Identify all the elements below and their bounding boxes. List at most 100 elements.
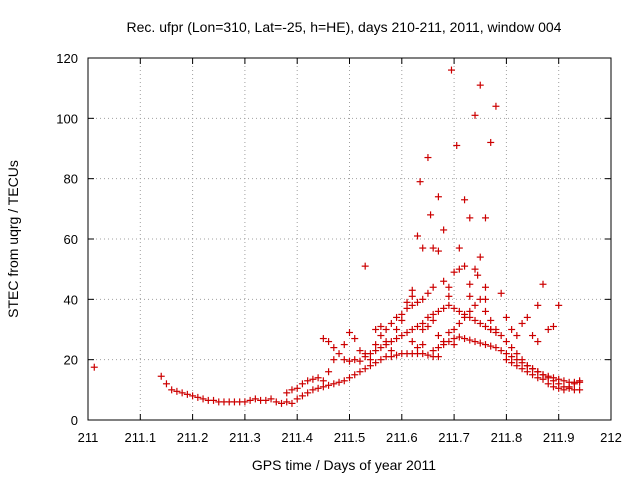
data-point [382,326,390,333]
data-point [340,356,348,364]
data-point [393,326,401,333]
data-point [534,301,542,309]
data-point [508,359,516,367]
data-point [487,326,495,333]
data-point [314,384,322,392]
data-point [424,154,432,162]
data-point [434,353,442,361]
data-point [419,326,427,333]
data-point [450,304,458,312]
data-point [450,335,458,343]
data-point [570,380,578,388]
data-point [419,350,427,358]
data-point [539,280,547,288]
data-point [413,298,421,306]
data-point [408,301,416,309]
data-point [346,374,353,382]
data-point [272,398,280,406]
data-point [549,374,557,382]
data-point [314,374,322,382]
data-point [461,262,469,270]
data-point [450,268,458,276]
x-tick-label: 211.8 [491,430,523,445]
data-point [445,292,453,300]
data-point [429,316,437,324]
data-point [424,289,432,297]
plot-frame [87,57,612,421]
y-tick-label: 40 [64,292,78,307]
data-point [497,347,505,355]
data-point [366,350,374,358]
data-point [508,326,516,333]
data-point [335,350,343,358]
data-point [408,292,416,300]
data-point [481,341,489,349]
x-tick-label: 211.5 [334,430,366,445]
data-point [168,386,176,394]
data-point [346,357,353,365]
data-point [523,313,531,321]
data-point [429,283,437,291]
x-tick-label: 211.1 [125,430,157,445]
data-point [529,332,537,340]
data-point [262,396,270,404]
data-point [534,374,542,382]
data-point [340,341,348,349]
data-point [481,283,489,291]
data-point [560,386,568,394]
y-tick-label: 20 [64,353,78,368]
data-point [382,338,390,346]
data-point [466,214,474,222]
data-point [424,351,432,359]
x-axis-label: GPS time / Days of year 2011 [252,457,436,473]
data-point [502,338,510,346]
data-point [340,377,348,385]
data-point [445,283,453,291]
data-point [361,262,369,270]
data-point [497,332,505,340]
data-point [298,392,306,400]
data-point [361,353,369,361]
data-point [549,322,557,330]
data-point [278,399,286,407]
data-point [372,326,380,333]
data-point [466,336,474,344]
x-tick-label: 211.6 [386,430,418,445]
data-point [419,244,427,252]
data-point [555,301,563,309]
data-point [325,368,333,376]
data-point [502,313,510,321]
data-point [293,384,301,392]
data-point [210,396,218,404]
data-point [476,319,484,327]
data-point [466,307,474,315]
data-point [476,253,484,261]
data-point [447,66,455,74]
data-point [471,265,479,273]
data-point [492,344,500,352]
data-point [455,244,463,252]
data-point [408,326,416,333]
x-tick-labels: 211 211.1 211.2 211.3 211.4 211.5 211.6 211.7 21… [78,430,622,445]
data-point [429,244,437,252]
data-point [178,389,186,397]
data-point [288,386,296,394]
data-point [408,286,416,294]
data-point [523,362,531,370]
data-point [440,277,448,285]
data-point [481,322,489,330]
data-point [534,338,542,346]
data-point [356,347,364,355]
data-point [476,81,484,89]
data-point [455,333,463,341]
data-point [398,316,406,324]
data-point [466,292,474,300]
data-point [351,356,359,364]
data-point [429,310,437,318]
data-point [518,365,526,373]
data-points [90,66,584,407]
data-point [351,371,359,379]
data-point [361,365,369,373]
data-point [309,375,317,383]
y-tick-label: 100 [56,111,78,126]
